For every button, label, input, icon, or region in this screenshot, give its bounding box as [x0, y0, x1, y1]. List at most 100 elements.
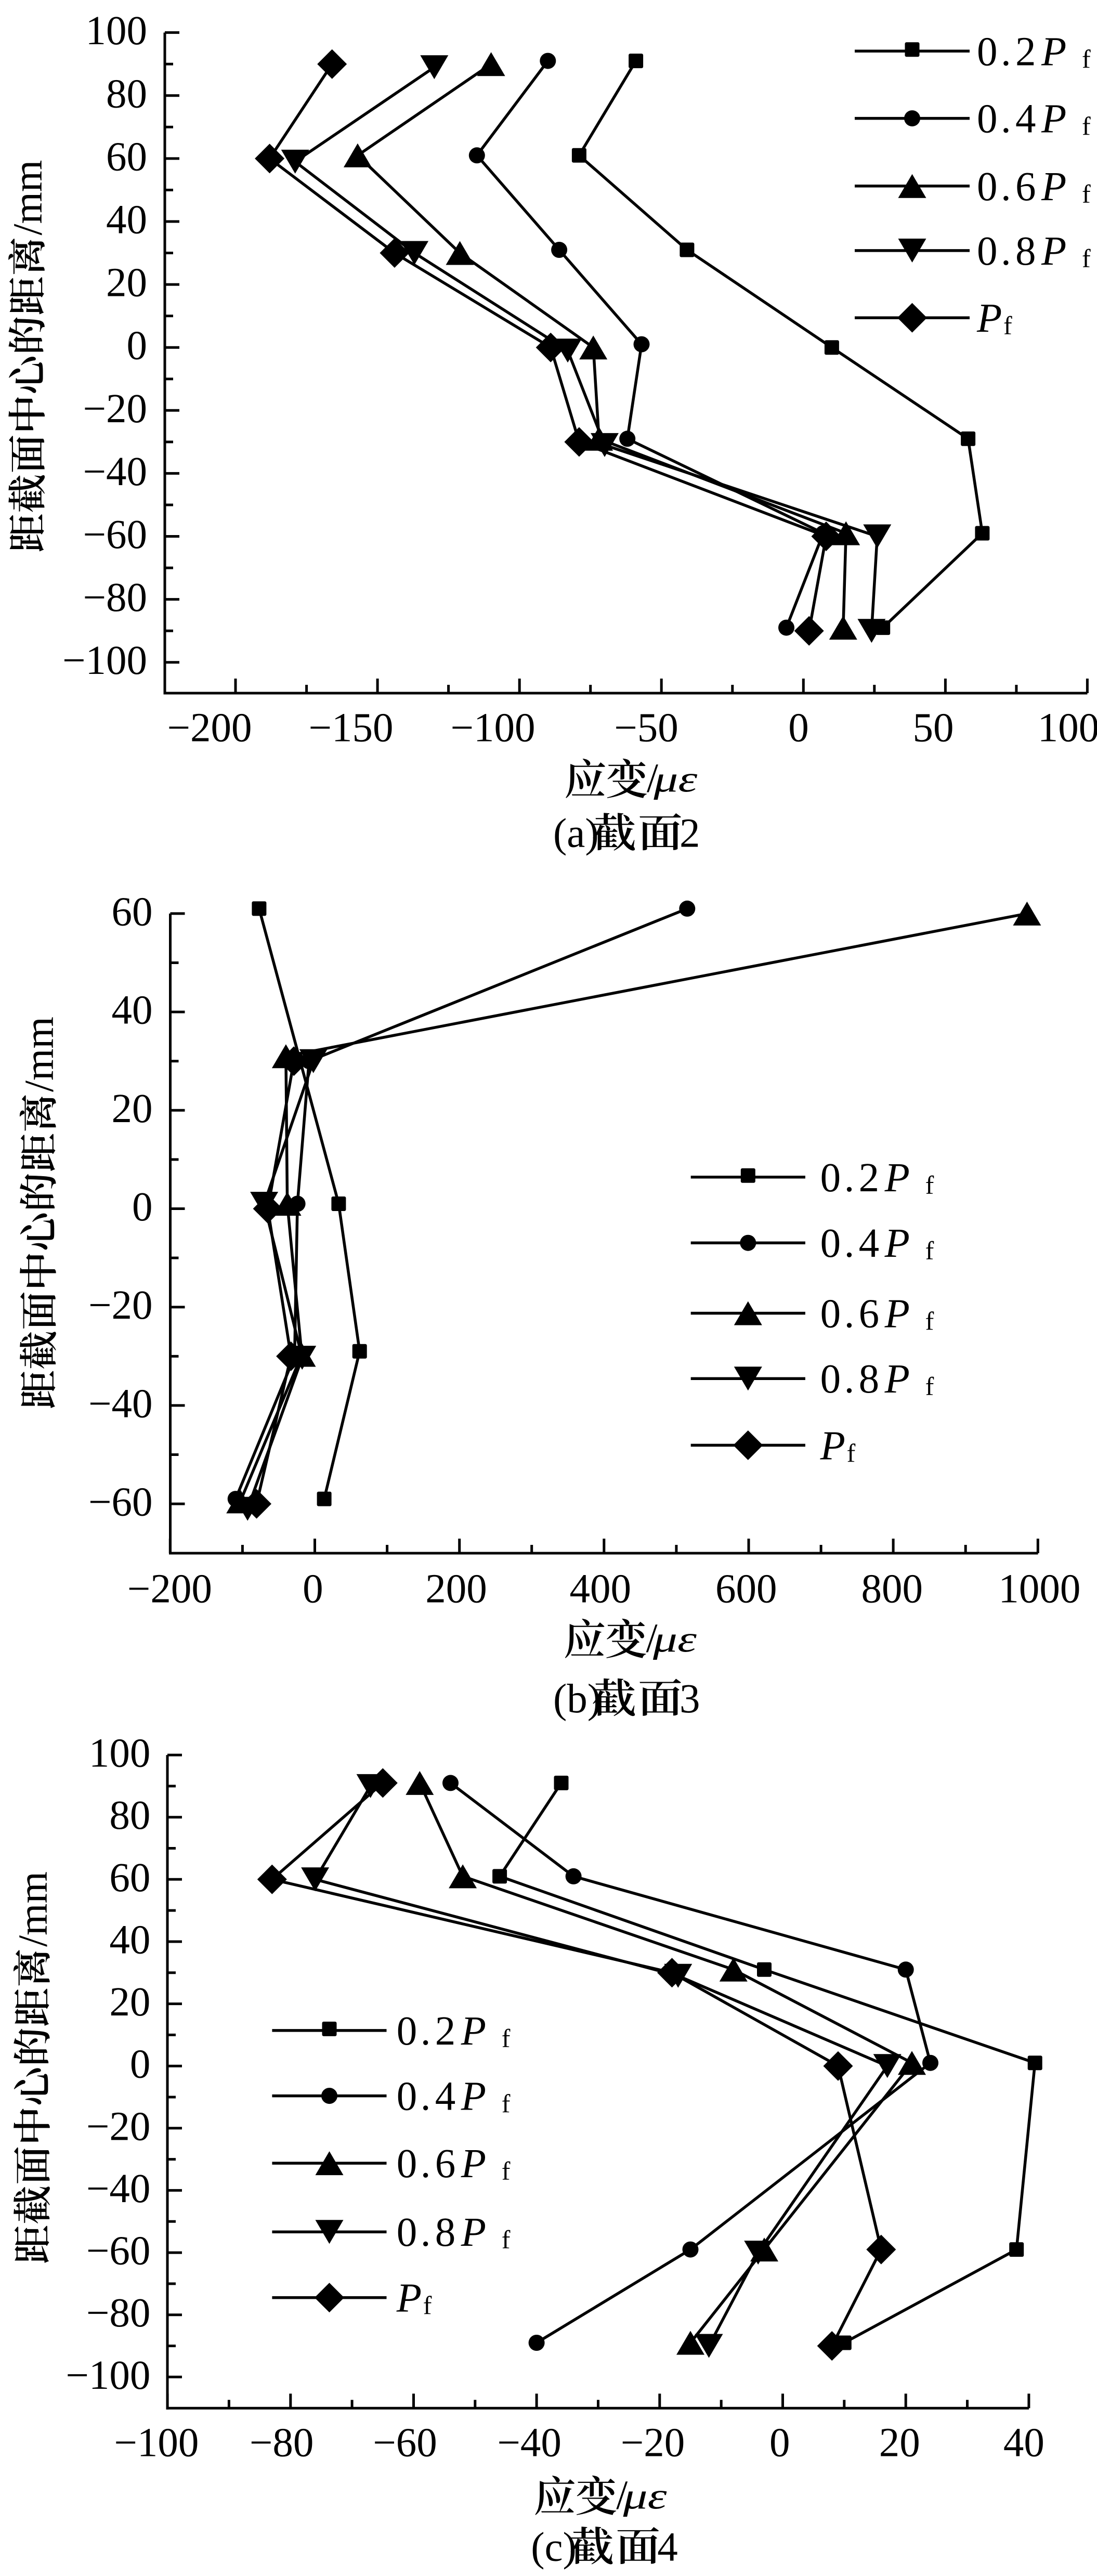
svg-text:40: 40: [112, 988, 153, 1033]
svg-text:P: P: [461, 2141, 486, 2187]
svg-text:−100: −100: [450, 706, 535, 751]
svg-text:8: 8: [435, 2210, 456, 2255]
svg-text:−100: −100: [62, 638, 147, 683]
svg-text:0: 0: [303, 1566, 323, 1611]
svg-text:P: P: [461, 2074, 486, 2119]
svg-text:f: f: [423, 2291, 432, 2320]
svg-text:1000: 1000: [998, 1566, 1080, 1611]
svg-text:0: 0: [977, 97, 998, 142]
svg-text:0: 0: [820, 1221, 841, 1266]
svg-text:0: 0: [977, 229, 998, 274]
svg-text:0: 0: [820, 1357, 841, 1402]
svg-text:600: 600: [715, 1566, 777, 1611]
svg-text:P: P: [461, 2210, 486, 2255]
svg-text:40: 40: [106, 198, 147, 243]
svg-text:−40: −40: [83, 449, 147, 495]
svg-text:6: 6: [435, 2141, 456, 2187]
svg-text:.: .: [1001, 97, 1011, 142]
svg-text:.: .: [421, 2210, 431, 2255]
svg-text:P: P: [884, 1221, 910, 1266]
svg-text:400: 400: [569, 1566, 631, 1611]
svg-text:20: 20: [106, 261, 147, 306]
svg-text:P: P: [884, 1292, 910, 1337]
svg-text:2: 2: [859, 1155, 880, 1201]
svg-text:−50: −50: [614, 706, 678, 751]
svg-text:.: .: [1001, 229, 1011, 274]
svg-text:−40: −40: [88, 1381, 153, 1426]
svg-text:0: 0: [820, 1292, 841, 1337]
svg-text:με: με: [622, 2476, 667, 2517]
svg-text:P: P: [1041, 97, 1066, 142]
svg-text:f: f: [925, 1236, 934, 1265]
svg-text:.: .: [844, 1221, 855, 1266]
svg-text:f: f: [925, 1170, 934, 1200]
svg-text:60: 60: [109, 1855, 150, 1901]
svg-text:100: 100: [1038, 706, 1097, 751]
svg-text:−40: −40: [86, 2166, 151, 2211]
svg-text:−100: −100: [66, 2353, 150, 2398]
svg-text:.: .: [1001, 164, 1011, 210]
svg-text:f: f: [1082, 244, 1091, 273]
svg-text:60: 60: [112, 889, 153, 934]
svg-text:P: P: [976, 296, 1002, 341]
svg-text:P: P: [1041, 229, 1066, 274]
svg-text:/mm: /mm: [6, 160, 51, 236]
svg-text:0: 0: [397, 2141, 417, 2187]
svg-text:2: 2: [1015, 29, 1036, 74]
svg-text:0: 0: [130, 2042, 151, 2087]
svg-text:.: .: [844, 1155, 855, 1201]
svg-text:f: f: [502, 2024, 511, 2053]
svg-text:(a): (a): [553, 811, 599, 856]
svg-text:P: P: [1041, 164, 1066, 210]
svg-text:f: f: [847, 1438, 856, 1467]
svg-text:−60: −60: [88, 1480, 153, 1525]
svg-text:20: 20: [109, 1980, 150, 2025]
svg-text:60: 60: [106, 134, 147, 179]
svg-text:f: f: [925, 1372, 934, 1401]
svg-text:−150: −150: [308, 706, 393, 751]
svg-text:0: 0: [820, 1155, 841, 1201]
svg-text:−80: −80: [83, 575, 147, 620]
svg-text:80: 80: [106, 71, 147, 116]
svg-text:20: 20: [879, 2421, 920, 2466]
svg-text:4: 4: [435, 2074, 456, 2119]
svg-text:f: f: [1082, 179, 1091, 209]
svg-text:P: P: [884, 1357, 910, 1402]
svg-text:200: 200: [425, 1566, 487, 1611]
svg-text:0: 0: [977, 29, 998, 74]
svg-text:−80: −80: [250, 2421, 314, 2466]
svg-text:f: f: [502, 2225, 511, 2254]
svg-text:40: 40: [109, 1918, 150, 1963]
svg-text:με: με: [652, 1619, 697, 1660]
svg-text:4: 4: [657, 2525, 678, 2570]
svg-text:−20: −20: [621, 2421, 685, 2466]
svg-text:.: .: [844, 1292, 855, 1337]
svg-text:0: 0: [397, 2009, 417, 2054]
svg-text:4: 4: [1015, 97, 1036, 142]
svg-text:40: 40: [1003, 2421, 1044, 2466]
svg-text:.: .: [421, 2009, 431, 2054]
svg-text:−60: −60: [86, 2229, 151, 2274]
svg-text:−20: −20: [83, 386, 147, 432]
svg-text:(c): (c): [531, 2525, 577, 2570]
svg-text:0: 0: [769, 2421, 790, 2466]
svg-text:0: 0: [397, 2074, 417, 2119]
svg-text:−200: −200: [127, 1566, 212, 1611]
svg-text:P: P: [884, 1155, 910, 1201]
svg-text:−200: −200: [167, 706, 252, 751]
svg-text:.: .: [421, 2074, 431, 2119]
svg-text:f: f: [925, 1307, 934, 1336]
svg-text:f: f: [502, 2156, 511, 2185]
svg-text:100: 100: [86, 8, 148, 54]
svg-text:P: P: [461, 2009, 486, 2054]
svg-text:−80: −80: [86, 2291, 151, 2336]
svg-text:−60: −60: [373, 2421, 437, 2466]
svg-text:3: 3: [680, 1676, 700, 1722]
svg-text:20: 20: [112, 1086, 153, 1131]
svg-text:50: 50: [913, 706, 954, 751]
svg-text:2: 2: [680, 811, 700, 856]
svg-text:80: 80: [109, 1793, 150, 1838]
svg-text:4: 4: [859, 1221, 880, 1266]
svg-text:2: 2: [435, 2009, 456, 2054]
svg-text:(b): (b): [553, 1676, 601, 1722]
